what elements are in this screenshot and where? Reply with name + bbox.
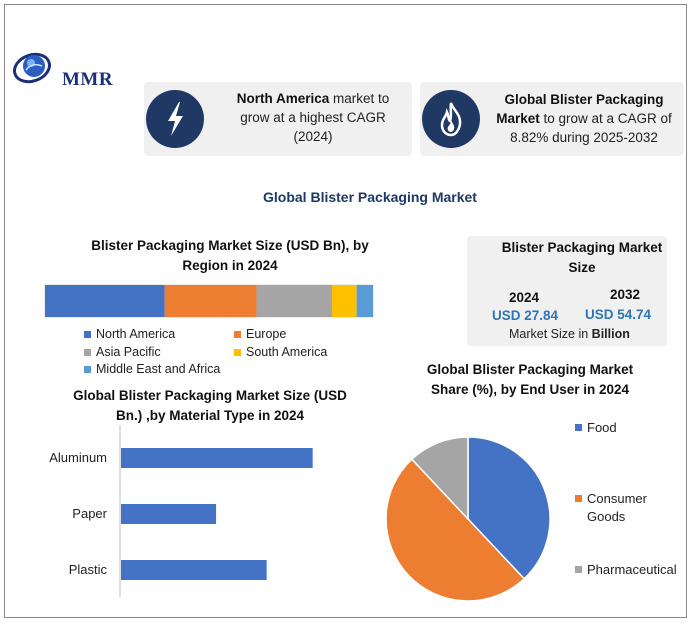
value-2024: USD 27.84	[492, 308, 559, 323]
region-segment-south-america	[332, 285, 357, 317]
market-size-card: Blister Packaging Market Size 2024 2032 …	[467, 236, 667, 346]
legend-swatch	[234, 348, 241, 356]
highlight-card-north-america: North America market to grow at a highes…	[144, 82, 412, 156]
flame-icon	[422, 90, 480, 148]
legend-asia-pacific: Asia Pacific	[84, 345, 161, 359]
material-label-paper: Paper	[72, 506, 107, 521]
legend-label: Europe	[246, 327, 287, 341]
market-size-note: Market Size in Billion	[509, 327, 630, 341]
main-title: Global Blister Packaging Market	[263, 189, 477, 205]
legend-swatch	[234, 330, 241, 338]
legend-pharmaceutical: Pharmaceutical	[575, 561, 677, 579]
region-segment-europe	[164, 285, 257, 317]
material-bar-paper	[121, 504, 217, 524]
value-2032: USD 54.74	[585, 307, 652, 322]
region-segment-middle-east-and-africa	[356, 285, 373, 317]
highlight-card-cagr: Global Blister Packaging Market to grow …	[420, 82, 684, 156]
end-user-pie-chart	[385, 436, 551, 602]
legend-swatch	[575, 424, 582, 431]
legend-europe: Europe	[234, 327, 286, 341]
pie-slice-pharmaceutical	[410, 436, 469, 521]
legend-swatch	[575, 495, 582, 502]
card-text-north-america: North America market to grow at a highes…	[236, 91, 390, 144]
region-chart-title: Blister Packaging Market Size (USD Bn), …	[91, 238, 369, 273]
legend-south-america: South America	[234, 345, 327, 359]
legend-label: Consumer Goods	[587, 491, 647, 524]
lightning-icon	[146, 90, 204, 148]
globe-icon	[13, 52, 51, 84]
legend-swatch	[84, 330, 91, 338]
year-2024: 2024	[509, 290, 540, 305]
legend-label: Pharmaceutical	[587, 562, 677, 577]
material-label-plastic: Plastic	[68, 562, 107, 577]
region-stacked-bar	[44, 284, 374, 318]
legend-swatch	[84, 365, 91, 373]
legend-food: Food	[575, 419, 667, 437]
material-chart-title: Global Blister Packaging Market Size (US…	[73, 388, 347, 423]
end-user-chart-title: Global Blister Packaging Market Share (%…	[426, 362, 634, 397]
legend-swatch	[84, 348, 91, 356]
logo-text: MMR	[62, 69, 114, 90]
market-size-title: Blister Packaging Market Size	[501, 240, 663, 275]
material-label-aluminum: Aluminum	[49, 450, 107, 465]
material-bar-aluminum	[121, 448, 313, 468]
region-segment-asia-pacific	[256, 285, 332, 317]
legend-label: Asia Pacific	[96, 345, 161, 359]
region-segment-north-america	[45, 285, 165, 317]
year-2032: 2032	[610, 287, 641, 302]
legend-consumer-goods: Consumer Goods	[575, 490, 667, 526]
material-bar-chart	[119, 425, 313, 597]
legend-middle-east-and-africa: Middle East and Africa	[84, 362, 220, 376]
legend-north-america: North America	[84, 327, 175, 341]
legend-label: South America	[246, 345, 328, 359]
infographic-frame	[4, 4, 687, 618]
mmr-logo: MMR	[12, 42, 127, 92]
pie-slice-consumer-goods	[385, 458, 526, 602]
legend-swatch	[575, 566, 582, 573]
legend-label: North America	[96, 327, 176, 341]
pie-slice-food	[467, 436, 551, 580]
legend-label: Middle East and Africa	[96, 362, 221, 376]
card-text-cagr: Global Blister Packaging Market to grow …	[496, 92, 672, 145]
legend-label: Food	[587, 420, 617, 435]
material-bar-plastic	[121, 560, 267, 580]
